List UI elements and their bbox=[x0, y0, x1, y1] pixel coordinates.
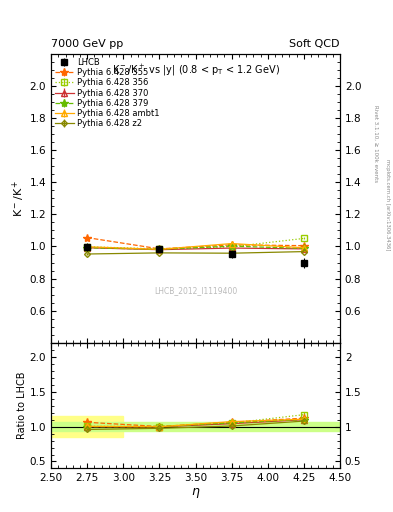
Legend: LHCB, Pythia 6.428 355, Pythia 6.428 356, Pythia 6.428 370, Pythia 6.428 379, Py: LHCB, Pythia 6.428 355, Pythia 6.428 356… bbox=[53, 56, 161, 130]
Text: mcplots.cern.ch [arXiv:1306.3436]: mcplots.cern.ch [arXiv:1306.3436] bbox=[385, 159, 389, 250]
Y-axis label: Ratio to LHCB: Ratio to LHCB bbox=[17, 372, 27, 439]
Text: LHCB_2012_I1119400: LHCB_2012_I1119400 bbox=[154, 286, 237, 295]
Text: 7000 GeV pp: 7000 GeV pp bbox=[51, 38, 123, 49]
X-axis label: $\eta$: $\eta$ bbox=[191, 486, 200, 500]
Text: Soft QCD: Soft QCD bbox=[290, 38, 340, 49]
Bar bbox=[51, 416, 123, 437]
Text: K$^-$/K$^+$ vs |y| (0.8 < p$_\mathrm{T}$ < 1.2 GeV): K$^-$/K$^+$ vs |y| (0.8 < p$_\mathrm{T}$… bbox=[112, 62, 279, 77]
Text: Rivet 3.1.10, ≥ 100k events: Rivet 3.1.10, ≥ 100k events bbox=[373, 105, 378, 182]
Bar bbox=[51, 422, 340, 431]
Y-axis label: K$^-$/K$^+$: K$^-$/K$^+$ bbox=[11, 180, 27, 217]
